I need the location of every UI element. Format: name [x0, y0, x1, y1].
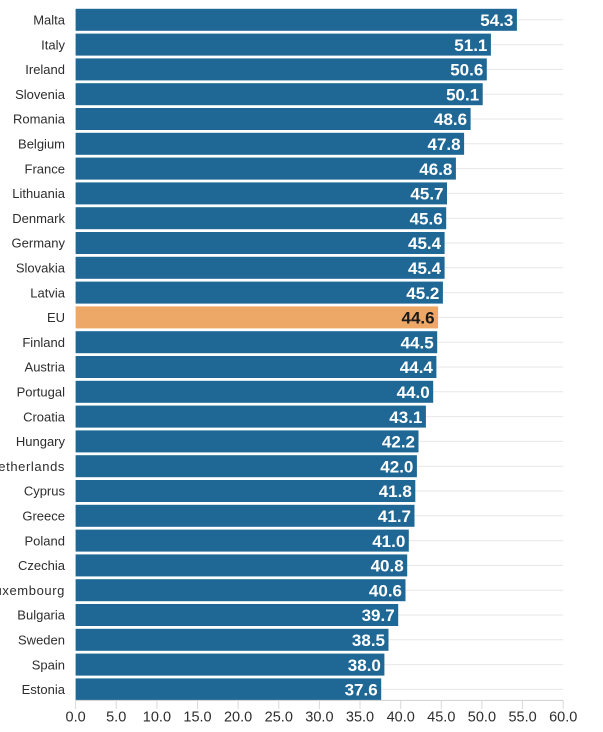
svg-text:Greece: Greece [22, 509, 65, 524]
svg-text:40.0: 40.0 [387, 710, 415, 726]
svg-text:20.0: 20.0 [224, 710, 252, 726]
svg-text:Lithuania: Lithuania [12, 186, 66, 201]
svg-text:Slovenia: Slovenia [15, 87, 66, 102]
svg-text:54.3: 54.3 [480, 11, 513, 30]
svg-text:Czechia: Czechia [18, 558, 66, 573]
svg-text:41.8: 41.8 [379, 482, 412, 501]
svg-text:Ireland: Ireland [25, 62, 65, 77]
svg-text:46.8: 46.8 [419, 160, 452, 179]
svg-text:45.4: 45.4 [408, 259, 442, 278]
svg-text:Latvia: Latvia [30, 285, 65, 300]
svg-text:Slovakia: Slovakia [16, 261, 66, 276]
svg-text:Portugal: Portugal [17, 385, 66, 400]
svg-text:44.0: 44.0 [397, 383, 430, 402]
svg-text:45.7: 45.7 [410, 185, 443, 204]
svg-text:Poland: Poland [25, 533, 65, 548]
svg-text:Belgium: Belgium [18, 137, 65, 152]
svg-text:38.0: 38.0 [348, 656, 381, 675]
svg-text:Austria: Austria [25, 360, 66, 375]
svg-text:45.2: 45.2 [406, 284, 439, 303]
svg-text:37.6: 37.6 [345, 681, 378, 700]
svg-text:30.0: 30.0 [305, 710, 333, 726]
svg-text:45.0: 45.0 [427, 710, 455, 726]
svg-text:41.7: 41.7 [378, 507, 411, 526]
svg-text:48.6: 48.6 [434, 110, 467, 129]
svg-text:42.0: 42.0 [380, 457, 413, 476]
svg-text:Sweden: Sweden [18, 633, 65, 648]
svg-text:Hungary: Hungary [16, 434, 66, 449]
svg-text:Italy: Italy [41, 37, 65, 52]
svg-text:Malta: Malta [33, 13, 66, 28]
svg-text:15.0: 15.0 [183, 710, 211, 726]
svg-text:41.0: 41.0 [372, 532, 405, 551]
svg-text:38.5: 38.5 [352, 631, 385, 650]
svg-text:44.4: 44.4 [400, 358, 434, 377]
svg-text:Estonia: Estonia [22, 682, 66, 697]
svg-text:5.0: 5.0 [106, 710, 126, 726]
svg-text:25.0: 25.0 [265, 710, 293, 726]
svg-text:0.0: 0.0 [66, 710, 86, 726]
svg-text:Netherlands: Netherlands [0, 459, 65, 474]
svg-text:35.0: 35.0 [346, 710, 374, 726]
svg-text:40.6: 40.6 [369, 581, 402, 600]
svg-text:50.6: 50.6 [450, 61, 483, 80]
svg-text:55.0: 55.0 [508, 710, 536, 726]
svg-text:Cyprus: Cyprus [24, 484, 66, 499]
svg-text:Germany: Germany [12, 236, 66, 251]
svg-text:Spain: Spain [32, 657, 65, 672]
svg-text:EU: EU [47, 310, 65, 325]
svg-text:51.1: 51.1 [454, 36, 487, 55]
svg-text:45.6: 45.6 [410, 209, 443, 228]
svg-text:Denmark: Denmark [12, 211, 65, 226]
svg-text:60.0: 60.0 [549, 710, 577, 726]
svg-text:50.1: 50.1 [446, 85, 479, 104]
svg-text:10.0: 10.0 [143, 710, 171, 726]
svg-text:44.5: 44.5 [401, 333, 434, 352]
svg-text:45.4: 45.4 [408, 234, 442, 253]
svg-text:39.7: 39.7 [362, 606, 395, 625]
svg-text:Romania: Romania [13, 112, 66, 127]
svg-text:43.1: 43.1 [389, 408, 422, 427]
svg-text:44.6: 44.6 [402, 309, 435, 328]
svg-text:Bulgaria: Bulgaria [17, 608, 65, 623]
svg-text:50.0: 50.0 [468, 710, 496, 726]
svg-text:42.2: 42.2 [382, 433, 415, 452]
svg-text:47.8: 47.8 [428, 135, 461, 154]
svg-text:Croatia: Croatia [23, 409, 66, 424]
svg-text:France: France [25, 161, 65, 176]
svg-text:40.8: 40.8 [371, 557, 404, 576]
svg-text:Finland: Finland [22, 335, 65, 350]
svg-text:Luxembourg: Luxembourg [0, 583, 65, 598]
